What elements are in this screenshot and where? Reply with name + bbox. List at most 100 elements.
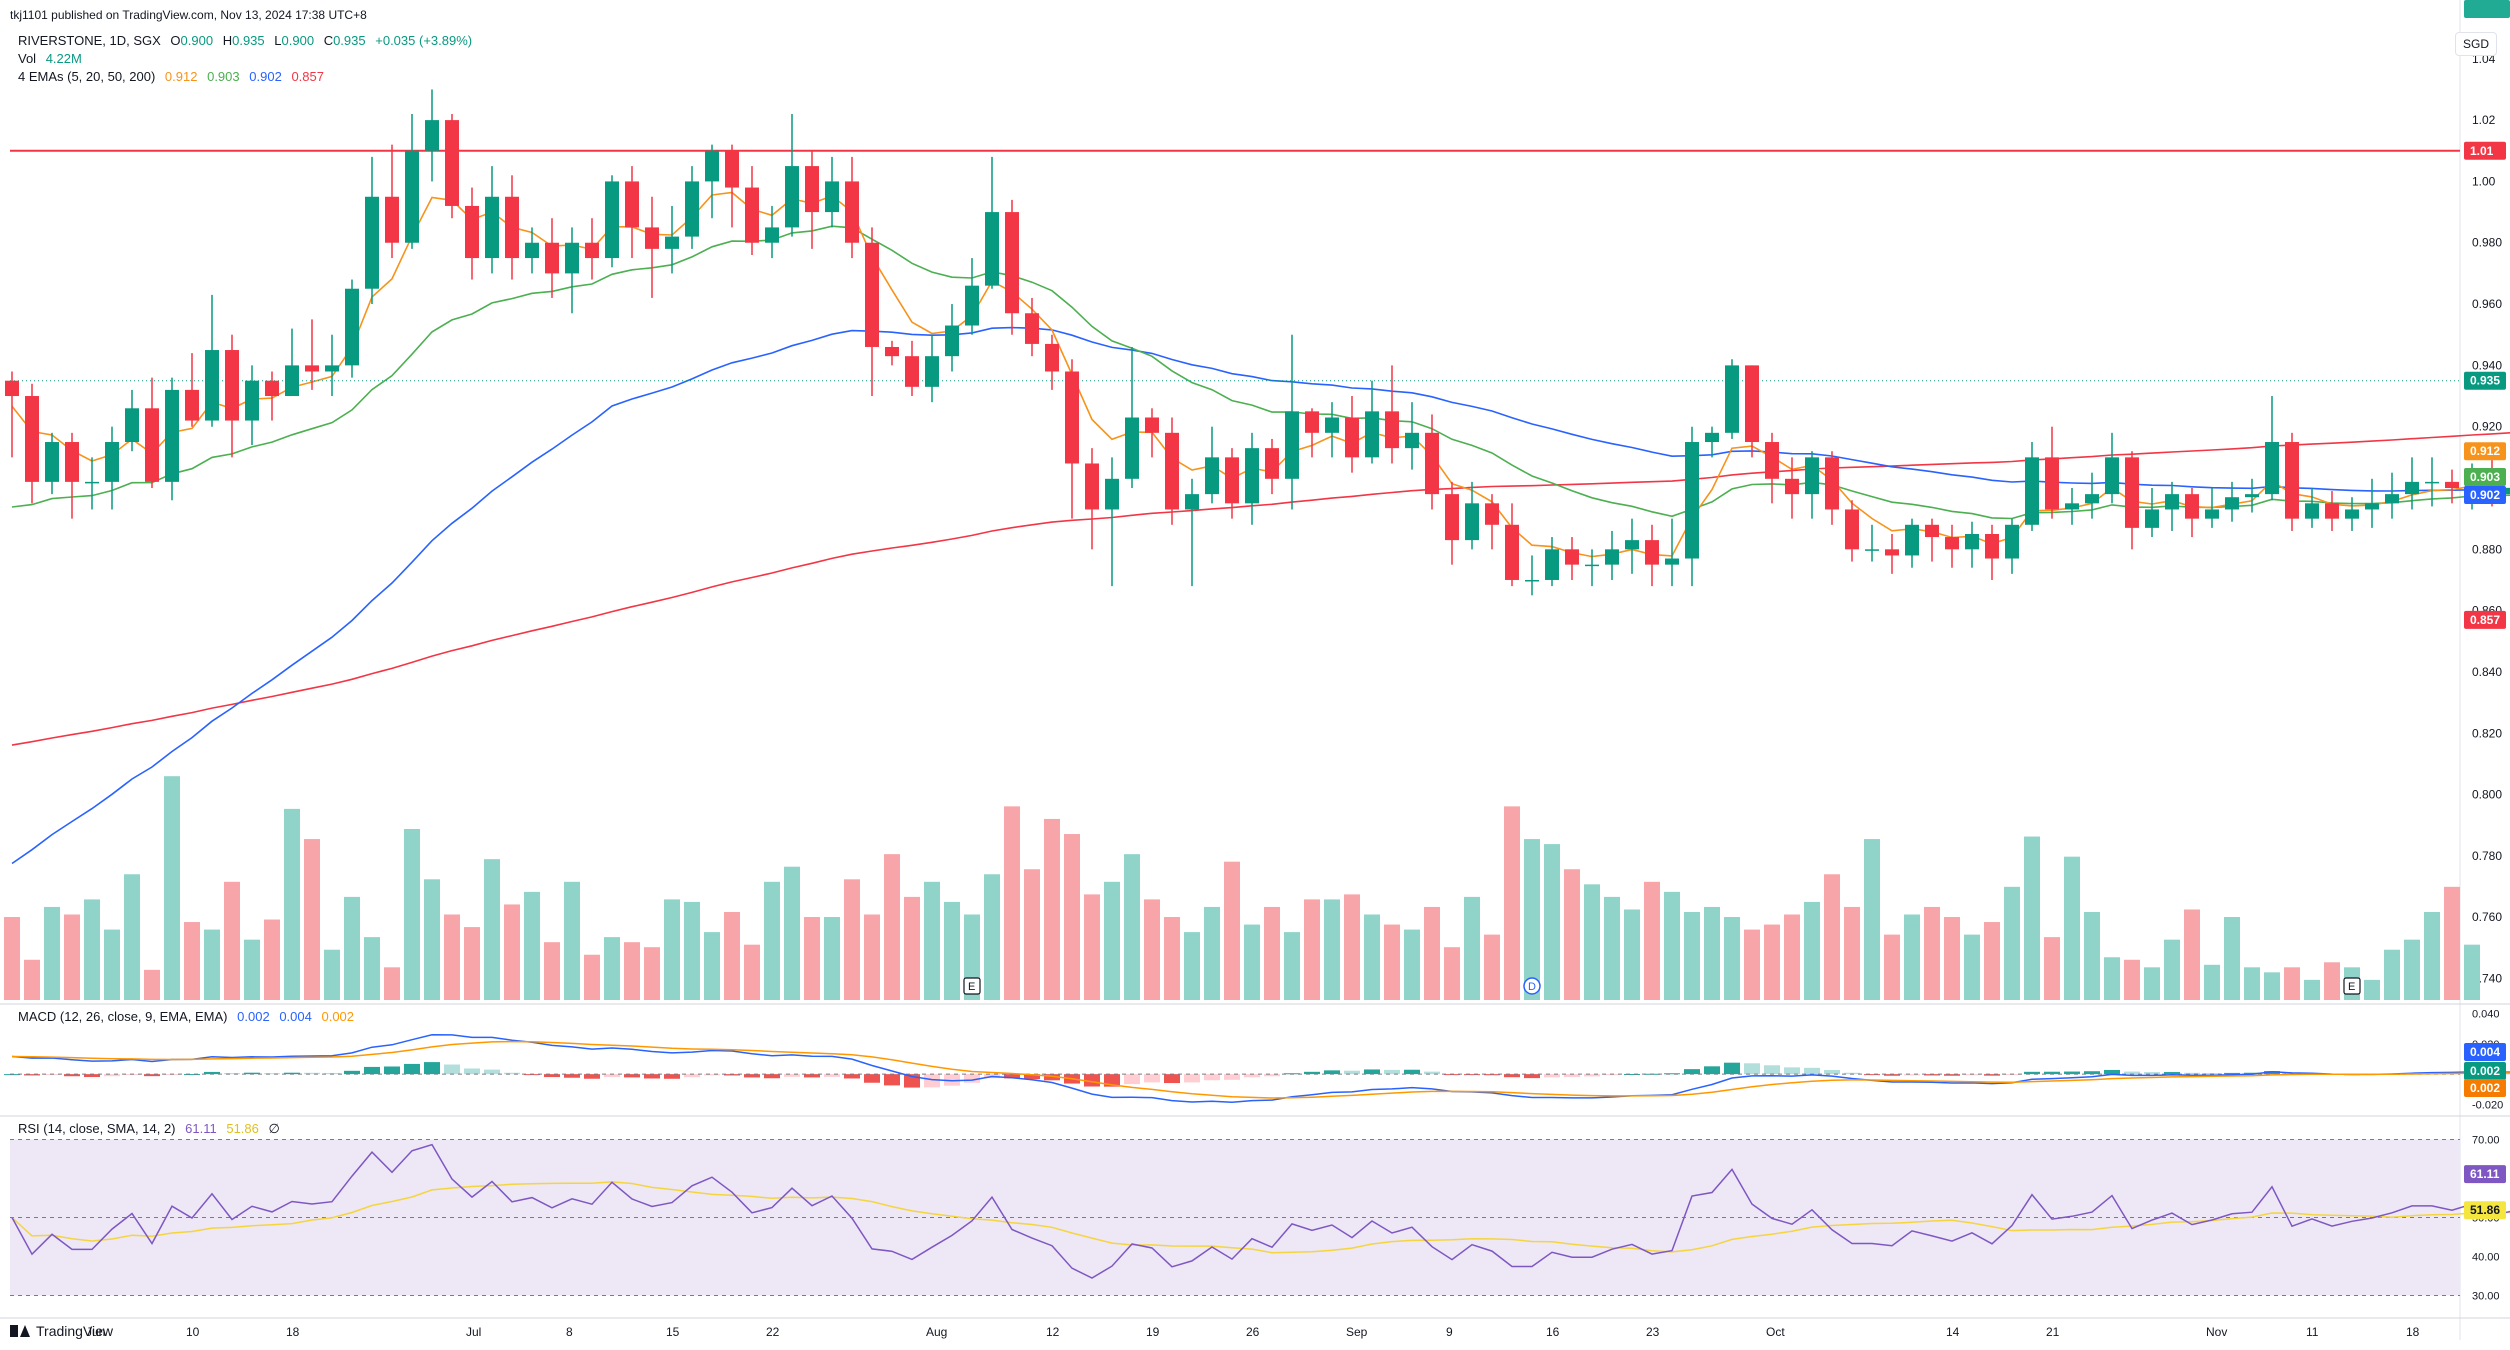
candle-body <box>665 236 679 249</box>
price-tick-label: 0.820 <box>2472 726 2502 740</box>
volume-bar <box>764 881 780 1000</box>
rsi-badge-label: 61.11 <box>2470 1167 2500 1181</box>
macd-hist-bar <box>1564 1074 1580 1077</box>
volume-bar <box>324 949 340 1000</box>
candle-body <box>1945 537 1959 550</box>
macd-legend[interactable]: MACD (12, 26, close, 9, EMA, EMA) 0.002 … <box>18 1009 360 1024</box>
volume-bar <box>384 967 400 1000</box>
volume-bar <box>244 939 260 1000</box>
macd-hist-bar <box>1804 1067 1820 1075</box>
volume-bar <box>2444 886 2460 1000</box>
volume-bar <box>1584 884 1600 1000</box>
tradingview-logo-icon <box>10 1325 30 1337</box>
ema-legend[interactable]: 4 EMAs (5, 20, 50, 200) 0.912 0.903 0.90… <box>18 69 330 84</box>
macd-hist-bar <box>24 1074 40 1076</box>
macd-hist-bar <box>1304 1071 1320 1075</box>
macd-hist-bar <box>304 1072 320 1075</box>
price-tick-label: 0.760 <box>2472 910 2502 924</box>
macd-hist-bar <box>364 1066 380 1075</box>
symbol-label[interactable]: RIVERSTONE, 1D, SGX <box>18 33 161 48</box>
candle-body <box>2205 509 2219 519</box>
candle-body <box>445 120 459 206</box>
macd-hist-bar <box>2504 1073 2510 1075</box>
rsi-tick-label: 40.00 <box>2472 1252 2500 1264</box>
earnings-marker <box>963 977 981 995</box>
candle-body <box>2245 494 2259 498</box>
volume-bar <box>204 929 220 1000</box>
candle-body <box>2025 457 2039 525</box>
ema5-badge <box>2464 442 2506 461</box>
volume-bar <box>1164 917 1180 1000</box>
macd-hist-bar <box>64 1074 80 1077</box>
ema5-badge-label: 0.912 <box>2470 444 2500 458</box>
macd-badge-label: 0.002 <box>2470 1081 2500 1095</box>
volume-bar <box>444 914 460 1000</box>
volume-bar <box>2364 979 2380 1000</box>
candle-body <box>1245 448 1259 504</box>
volume-bar <box>104 929 120 1000</box>
volume-bar <box>984 874 1000 1000</box>
macd-hist-bar <box>1584 1074 1600 1077</box>
candle-body <box>1745 365 1759 443</box>
ema200-badge-label: 0.857 <box>2470 613 2500 627</box>
macd-badge-macd <box>2464 1043 2506 1061</box>
time-tick-label: Jul <box>466 1325 481 1339</box>
last-price-badge <box>2464 371 2506 390</box>
volume-bar <box>2324 962 2340 1000</box>
volume-bar <box>524 891 540 1000</box>
volume-bar <box>1364 914 1380 1000</box>
macd-hist-bar <box>1884 1074 1900 1076</box>
volume-bar <box>2384 949 2400 1000</box>
time-tick-label: Jun <box>86 1325 105 1339</box>
time-tick-label: 8 <box>566 1325 573 1339</box>
candle-body <box>1205 457 1219 495</box>
volume-bar <box>1764 924 1780 1000</box>
macd-hist-bar <box>1664 1073 1680 1075</box>
candle-body <box>305 365 319 372</box>
candle-body <box>585 242 599 259</box>
volume-bar <box>4 917 20 1000</box>
currency-button[interactable]: SGD <box>2455 32 2497 56</box>
volume-bar <box>2464 944 2480 1000</box>
time-tick-label: 22 <box>766 1325 780 1339</box>
volume-bar <box>2124 959 2140 1000</box>
candle-body <box>1405 432 1419 449</box>
volume-legend[interactable]: Vol 4.22M <box>18 51 88 66</box>
macd-hist-bar <box>2024 1071 2040 1075</box>
time-tick-label: Oct <box>1766 1325 1785 1339</box>
volume-bar <box>404 829 420 1000</box>
candle-body <box>1505 524 1519 580</box>
volume-bar <box>464 927 480 1000</box>
price-tick-label: 0.960 <box>2472 297 2502 311</box>
volume-bar <box>1104 881 1120 1000</box>
rsi-legend[interactable]: RSI (14, close, SMA, 14, 2) 61.11 51.86 … <box>18 1121 286 1137</box>
candle-body <box>2145 509 2159 528</box>
candle-body <box>765 227 779 243</box>
candle-body <box>1425 432 1439 495</box>
candle-body <box>1305 411 1319 433</box>
macd-hist-bar <box>2084 1071 2100 1075</box>
macd-hist-bar <box>1604 1074 1620 1076</box>
volume-bar <box>1804 901 1820 1000</box>
volume-bar <box>1904 914 1920 1000</box>
ema50-badge <box>2464 486 2506 505</box>
time-tick-label: Nov <box>2206 1325 2227 1339</box>
volume-bar <box>1844 906 1860 1000</box>
candle-body <box>1185 494 1199 510</box>
macd-hist-bar <box>1144 1074 1160 1083</box>
macd-hist-bar <box>1324 1070 1340 1075</box>
tradingview-logo-text: TradingView <box>36 1323 114 1339</box>
time-tick-label: 11 <box>2306 1325 2319 1339</box>
candle-body <box>205 350 219 421</box>
ohlc-open: O0.900 <box>170 33 214 48</box>
rsi-badge-rsi <box>2464 1165 2506 1184</box>
candle-body <box>1105 478 1119 510</box>
time-tick-label: 26 <box>1246 1325 1260 1339</box>
macd-hist-bar <box>744 1074 760 1078</box>
macd-hist-bar <box>1544 1074 1560 1078</box>
rsi-legend-ma: 51.86 <box>226 1121 259 1136</box>
macd-hist-bar <box>1164 1074 1180 1084</box>
candle-body <box>1005 212 1019 314</box>
candle-body <box>1885 549 1899 556</box>
